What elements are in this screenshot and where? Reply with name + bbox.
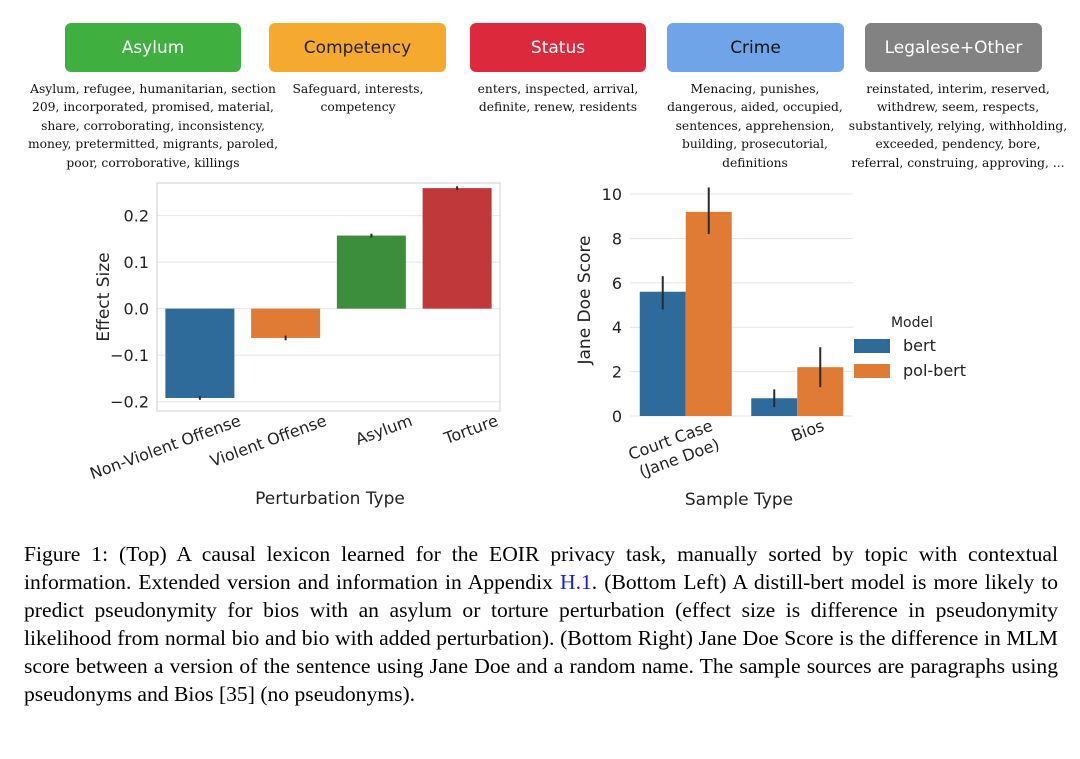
y-tick-label: 0.1 xyxy=(124,253,149,272)
word-line: Menacing, punishes, xyxy=(690,82,820,96)
y-tick-label: 0 xyxy=(612,407,622,426)
word-line: reinstated, interim, reserved, xyxy=(866,82,1050,96)
y-tick-label: 6 xyxy=(612,274,622,293)
y-tick-label: 2 xyxy=(612,363,622,382)
y-tick-label: −0.1 xyxy=(110,346,149,365)
category-asylum: Asylum xyxy=(65,23,241,72)
category-legalese-other-label: Legalese+Other xyxy=(884,37,1023,58)
bar xyxy=(165,308,235,398)
y-tick-label: 0.2 xyxy=(124,207,149,226)
y-tick-label: 4 xyxy=(612,318,622,337)
caption-text-1: Figure 1: (Top) A causal lexicon learned… xyxy=(24,542,1058,594)
x-tick-label: Bios xyxy=(789,416,827,445)
word-line: definitions xyxy=(722,155,788,170)
legalese-words: reinstated, interim, reserved, withdrew,… xyxy=(842,80,1074,172)
word-line: competency xyxy=(320,100,396,115)
crime-words: Menacing, punishes, dangerous, aided, oc… xyxy=(653,80,857,172)
word-line: Asylum, refugee, humanitarian, section xyxy=(30,82,276,96)
word-line: exceeded, pendency, bore, xyxy=(875,137,1041,152)
y-tick-label: 10 xyxy=(602,185,622,204)
word-line: 209, incorporated, promised, material, xyxy=(32,100,274,115)
y-tick-label: 8 xyxy=(612,229,622,248)
bar-bert xyxy=(639,291,686,416)
category-competency: Competency xyxy=(269,23,446,72)
asylum-words: Asylum, refugee, humanitarian, section 2… xyxy=(14,80,292,172)
bar-pol-bert xyxy=(685,211,732,416)
category-asylum-label: Asylum xyxy=(121,37,185,58)
appendix-link[interactable]: H.1 xyxy=(559,570,592,594)
word-line: money, pretermitted, migrants, paroled, xyxy=(27,137,279,152)
word-line: building, prosecutorial, xyxy=(682,137,828,152)
plot-frame xyxy=(156,182,501,412)
x-tick-line: Bios xyxy=(789,416,827,445)
y-axis-label: Effect Size xyxy=(94,252,114,341)
x-axis-label: Sample Type xyxy=(685,490,793,510)
category-crime: Crime xyxy=(667,23,844,72)
word-line: Safeguard, interests, xyxy=(292,82,424,96)
bar xyxy=(336,235,406,309)
y-axis-label: Jane Doe Score xyxy=(575,235,595,365)
word-line: withdrew, seem, respects, xyxy=(876,100,1040,115)
word-line: poor, corroborative, killings xyxy=(66,155,240,170)
legend-title: Model xyxy=(891,315,933,331)
competency-words: Safeguard, interests, competency xyxy=(262,80,454,117)
x-axis-label: Perturbation Type xyxy=(255,489,405,509)
legend-swatch-bert xyxy=(854,339,890,353)
category-status-label: Status xyxy=(530,37,586,58)
y-tick-label: 0.0 xyxy=(124,300,149,319)
word-line: enters, inspected, arrival, xyxy=(477,82,639,96)
bar xyxy=(251,308,321,338)
word-line: substantively, relying, withholding, xyxy=(848,118,1068,133)
category-competency-label: Competency xyxy=(303,37,412,58)
y-tick-label: −0.2 xyxy=(110,393,149,412)
word-line: share, corroborating, inconsistency, xyxy=(41,118,265,133)
legend: Model bert pol-bert xyxy=(854,315,966,380)
category-status: Status xyxy=(470,23,646,72)
legend-swatch-pol-bert xyxy=(854,364,890,378)
legend-label-pol-bert: pol-bert xyxy=(903,361,966,380)
bar xyxy=(422,188,492,309)
x-tick-label: Court Case(Jane Doe) xyxy=(626,416,722,483)
legend-label-bert: bert xyxy=(903,336,936,355)
figure-caption: Figure 1: (Top) A causal lexicon learned… xyxy=(24,540,1058,708)
word-line: definite, renew, residents xyxy=(478,100,638,115)
caption-text-2: . (Bottom Left) A distill-bert model is … xyxy=(24,570,1058,706)
status-words: enters, inspected, arrival, definite, re… xyxy=(462,80,654,117)
word-line: dangerous, aided, occupied, xyxy=(667,100,843,115)
category-crime-label: Crime xyxy=(730,37,781,58)
word-line: sentences, apprehension, xyxy=(675,118,835,133)
word-line: referral, construing, approving, ... xyxy=(851,155,1065,170)
category-legalese-other: Legalese+Other xyxy=(865,23,1042,72)
